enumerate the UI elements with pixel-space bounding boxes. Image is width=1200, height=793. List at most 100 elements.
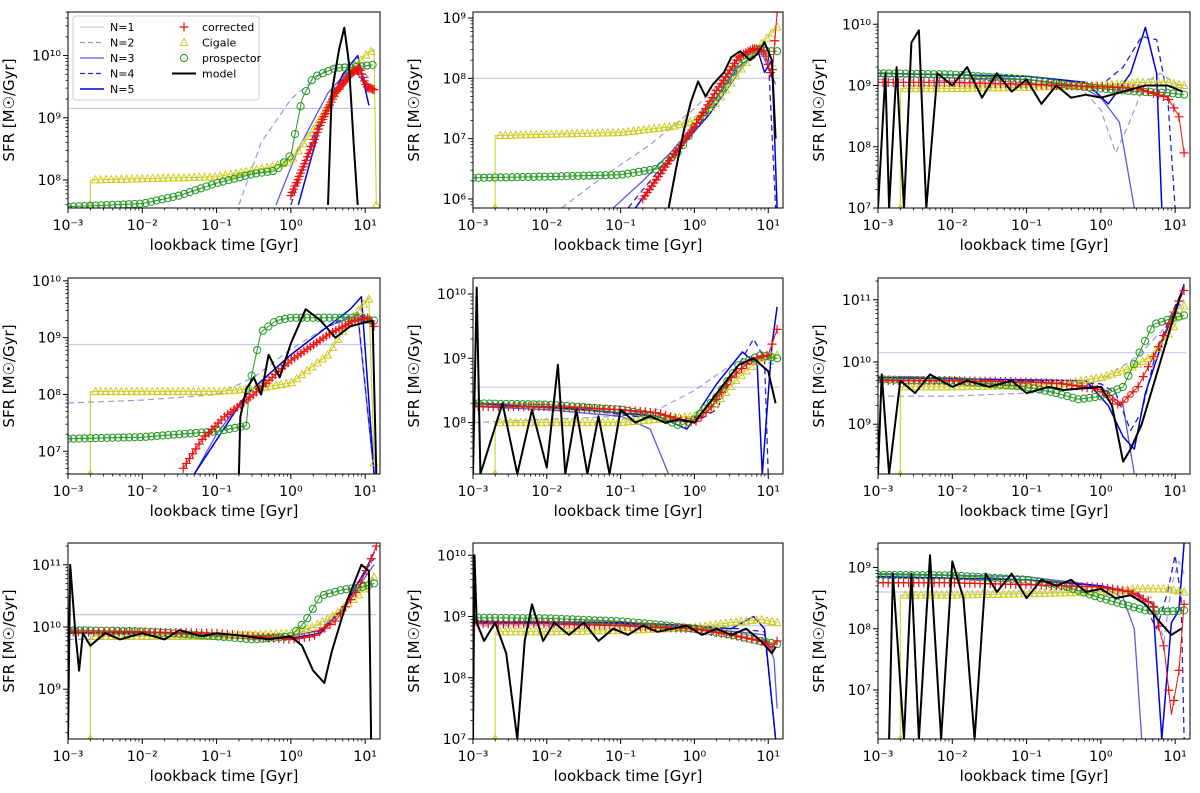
- marker-prospector: [119, 200, 128, 208]
- x-tick-label: 10⁻²: [937, 218, 968, 234]
- marker-cigale: [608, 127, 618, 137]
- legend-item-n4: N=4: [80, 68, 134, 81]
- x-tick-label: 10⁻³: [53, 484, 84, 500]
- marker-prospector: [579, 171, 588, 180]
- marker-prospector: [125, 433, 134, 442]
- marker-cigale: [577, 128, 587, 138]
- x-tick-label: 10⁻¹: [1011, 484, 1042, 500]
- marker-cigale: [189, 172, 199, 181]
- marker-prospector: [507, 173, 516, 182]
- x-tick-label: 10⁰: [683, 484, 707, 500]
- x-axis-label: lookback time [Gyr]: [554, 502, 703, 520]
- marker-corrected: [772, 636, 782, 646]
- marker-cigale: [526, 129, 536, 139]
- marker-prospector: [918, 69, 927, 79]
- marker-prospector: [152, 431, 162, 441]
- marker-prospector: [623, 169, 632, 178]
- x-tick-label: 10¹: [1163, 218, 1186, 234]
- marker-prospector: [491, 613, 500, 623]
- marker-cigale: [675, 412, 685, 421]
- marker-corrected: [689, 122, 699, 132]
- marker-cigale: [1179, 586, 1189, 596]
- marker-cigale: [911, 590, 921, 599]
- marker-prospector: [1057, 390, 1066, 399]
- marker-prospector: [540, 172, 549, 181]
- marker-prospector: [974, 72, 983, 81]
- marker-corrected: [1159, 331, 1169, 341]
- marker-prospector: [524, 172, 533, 182]
- marker-cigale: [106, 174, 116, 184]
- y-tick-label: 10⁹: [848, 561, 872, 577]
- marker-prospector: [1124, 601, 1133, 610]
- marker-prospector: [1079, 394, 1088, 403]
- marker-cigale: [664, 121, 675, 131]
- y-tick-label: 10¹⁰: [32, 49, 61, 65]
- marker-cigale: [716, 91, 726, 101]
- marker-prospector: [141, 432, 151, 441]
- marker-corrected: [1174, 112, 1184, 122]
- markers-corrected: [286, 63, 379, 201]
- marker-cigale: [132, 386, 142, 396]
- y-tick-label: 10⁷: [848, 683, 871, 699]
- x-tick-label: 10⁻²: [937, 484, 968, 500]
- marker-prospector: [957, 70, 966, 80]
- marker-cigale: [931, 381, 942, 391]
- marker-prospector: [485, 173, 494, 182]
- marker-cigale: [1050, 588, 1060, 597]
- marker-corrected: [698, 107, 708, 117]
- legend-label: prospector: [202, 52, 262, 65]
- marker-corrected: [1123, 392, 1133, 402]
- marker-prospector: [473, 173, 478, 182]
- marker-corrected: [366, 554, 376, 564]
- marker-corrected: [1113, 585, 1123, 595]
- marker-cigale: [116, 174, 127, 183]
- marker-corrected: [1159, 91, 1169, 101]
- x-tick-label: 10⁰: [279, 218, 303, 234]
- marker-corrected: [759, 46, 769, 56]
- marker-corrected: [770, 36, 780, 46]
- marker-prospector: [325, 313, 334, 322]
- marker-cigale: [163, 173, 173, 182]
- marker-prospector: [772, 354, 782, 363]
- marker-cigale: [271, 380, 281, 389]
- marker-prospector: [1013, 74, 1022, 83]
- marker-prospector: [97, 626, 106, 635]
- series-n4: [878, 287, 1185, 432]
- y-axis-label: SFR [M☉/Gyr]: [0, 589, 18, 692]
- marker-cigale: [942, 83, 952, 93]
- marker-prospector: [108, 433, 117, 442]
- marker-prospector: [263, 167, 272, 176]
- marker-cigale: [266, 381, 276, 390]
- marker-prospector: [97, 433, 106, 443]
- marker-prospector: [946, 70, 955, 79]
- marker-corrected: [1179, 148, 1189, 158]
- marker-corrected: [315, 627, 325, 637]
- series-model: [667, 41, 777, 208]
- marker-prospector: [297, 313, 306, 322]
- marker-prospector: [175, 430, 184, 439]
- marker-cigale: [1153, 343, 1163, 352]
- x-tick-label: 10⁻¹: [201, 484, 232, 500]
- marker-cigale: [1169, 585, 1179, 594]
- x-axis-label: lookback time [Gyr]: [960, 502, 1109, 520]
- marker-cigale: [353, 589, 364, 599]
- marker-cigale: [163, 386, 173, 396]
- marker-prospector: [80, 434, 89, 443]
- marker-prospector: [474, 173, 483, 182]
- marker-cigale: [973, 83, 983, 92]
- marker-corrected: [1138, 372, 1148, 382]
- marker-cigale: [168, 386, 178, 396]
- marker-cigale: [246, 165, 257, 175]
- marker-prospector: [985, 72, 994, 82]
- panel-8: 10⁻³ 10⁻² 10⁻¹ 10⁰ 10¹ 10⁷ 10⁸ 10⁹ 10¹⁰ lookback …: [405, 542, 784, 785]
- x-tick-label: 10⁻¹: [1011, 749, 1042, 765]
- marker-corrected: [691, 118, 701, 128]
- marker-cigale: [1081, 374, 1091, 384]
- marker-cigale: [613, 127, 623, 137]
- marker-prospector: [152, 196, 161, 205]
- marker-cigale: [772, 617, 782, 627]
- marker-cigale: [952, 83, 962, 92]
- marker-prospector: [202, 182, 211, 191]
- marker-corrected: [1123, 587, 1133, 597]
- marker-prospector: [368, 60, 377, 69]
